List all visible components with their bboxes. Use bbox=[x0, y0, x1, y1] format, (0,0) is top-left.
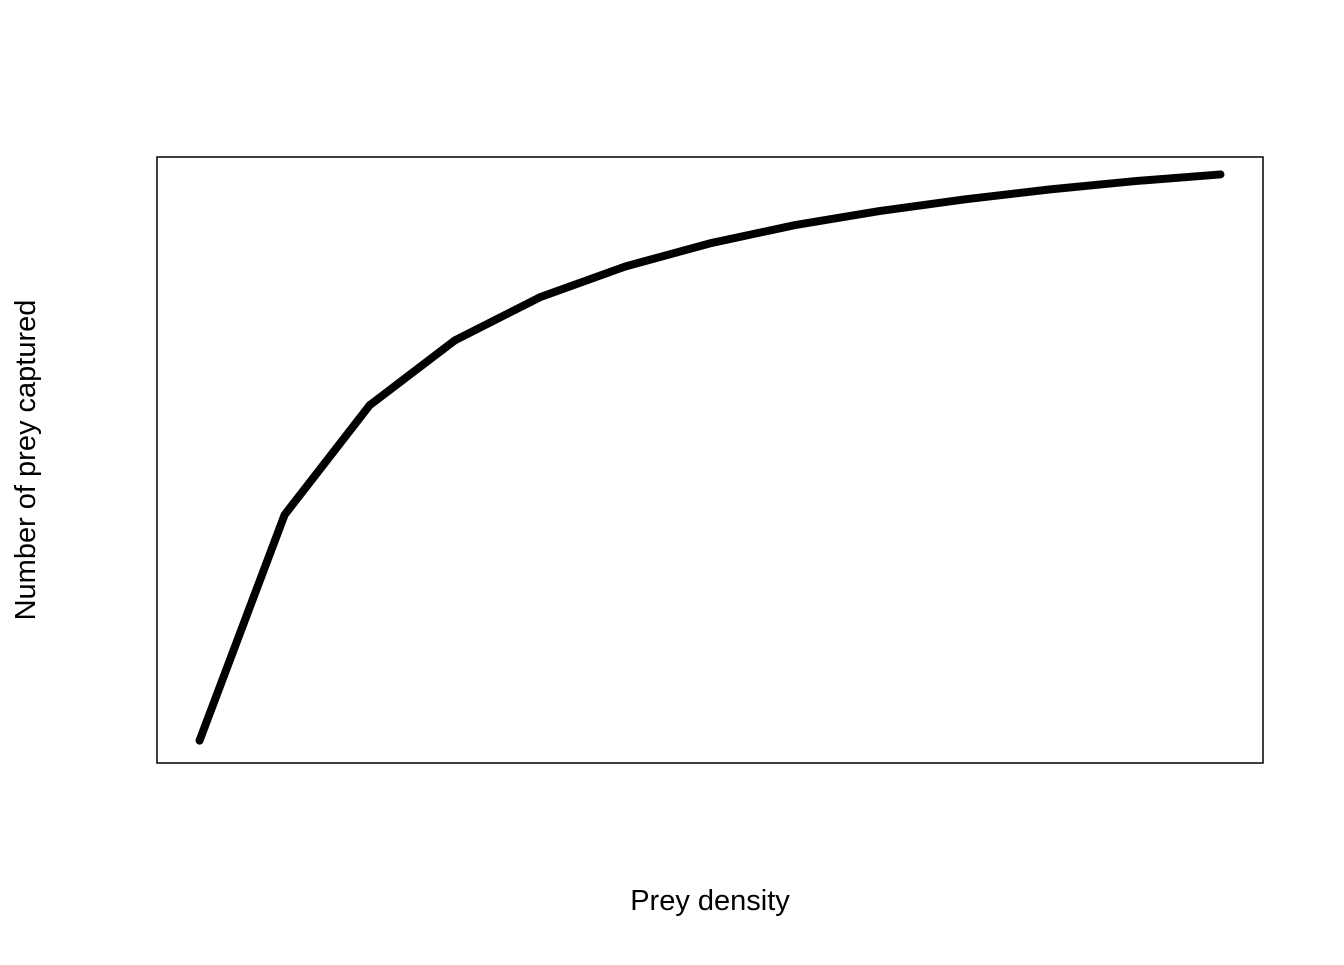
series-layer bbox=[195, 170, 1225, 745]
y-axis-label: Number of prey captured bbox=[10, 300, 42, 621]
plot-frame bbox=[156, 156, 1264, 764]
x-axis-label: Prey density bbox=[630, 885, 790, 917]
series-line-0 bbox=[195, 170, 1225, 745]
